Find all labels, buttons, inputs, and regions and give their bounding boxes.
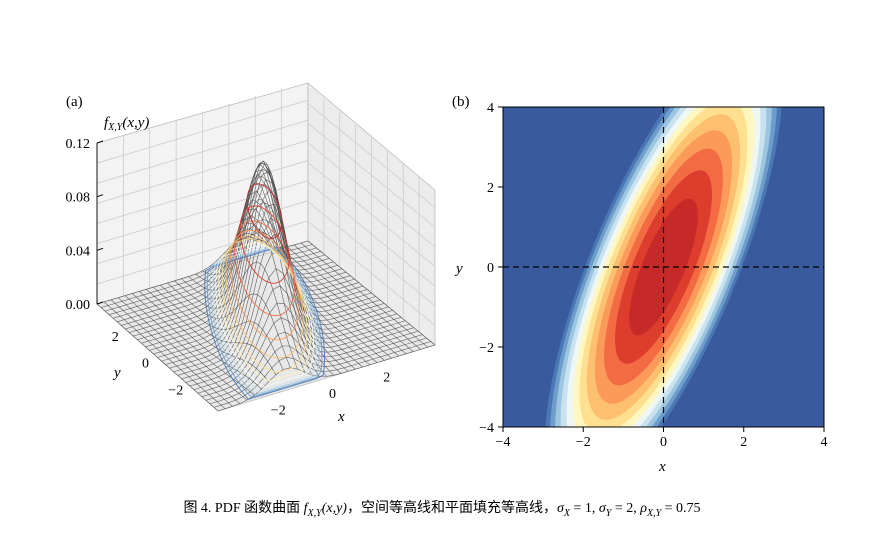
z-tick-label: 0.08	[66, 191, 91, 206]
caption-sigma-x-sub: X	[563, 507, 570, 519]
z-tick-mark	[96, 301, 104, 305]
x-tick-label: 0	[660, 435, 667, 450]
y-tick-label-3d: 0	[142, 357, 149, 372]
z-label-f: f	[104, 115, 110, 131]
figure-caption: 图 4. PDF 函数曲面 fX,Y(x,y)，空间等高线和平面填充等高线，σX…	[0, 497, 884, 519]
caption-f-args: (x,y)	[321, 501, 347, 516]
caption-sigma-x: σ	[556, 501, 564, 516]
caption-sigma-y-sub: Y	[605, 507, 612, 519]
x-tick-label-3d: 0	[329, 387, 336, 402]
surface-plot: (a) 0.00 0.04 0.08 0.12 −2 0 2 2 0 −2 fX,Y(x,y)…	[66, 82, 436, 425]
y-tick-label: 0	[487, 261, 494, 276]
caption-sigma-y: σ	[598, 501, 606, 516]
y-tick-label: −4	[479, 421, 494, 436]
caption-sigma-y-val: = 2,	[611, 501, 641, 516]
x-tick-label: 4	[821, 435, 828, 450]
panel-label-a: (a)	[66, 94, 83, 110]
x-ticks-3d: −2 0 2	[271, 371, 390, 419]
x-axis-label: x	[658, 459, 666, 475]
caption-prefix: 图 4. PDF 函数曲面	[183, 501, 304, 516]
y-ticks-3d: 2 0 −2	[112, 330, 183, 399]
x-tick-label: 2	[740, 435, 747, 450]
x-axis-label-3d: x	[337, 409, 345, 425]
z-axis-label: fX,Y(x,y)	[104, 115, 149, 133]
caption-f-sub: X,Y	[307, 507, 322, 519]
z-tick-label: 0.04	[66, 244, 91, 259]
y-tick-label: 2	[487, 181, 494, 196]
caption-rho-val: = 0.75	[661, 501, 701, 516]
y-axis-label-3d: y	[112, 365, 121, 381]
y-axis-label: y	[454, 261, 463, 277]
z-label-sub: X,Y	[107, 122, 124, 133]
x-tick-label: −4	[496, 435, 511, 450]
z-tick-mark	[96, 140, 104, 144]
z-label-args: (x,y)	[122, 115, 149, 131]
z-tick-label: 0.12	[66, 137, 91, 152]
y-tick-label-3d: 2	[112, 330, 119, 345]
caption-middle: ，空间等高线和平面填充等高线，	[346, 501, 557, 516]
caption-rho: ρ	[640, 501, 647, 516]
caption-rho-sub: X,Y	[646, 507, 662, 519]
panel-label-b: (b)	[452, 94, 470, 110]
y-tick-label-3d: −2	[168, 383, 183, 398]
surface-contours	[204, 183, 326, 400]
x-tick-label: −2	[576, 435, 591, 450]
x-ticks: −4 −2 0 2 4	[496, 427, 828, 450]
z-tick-mark	[96, 247, 104, 251]
z-tick-mark	[96, 194, 104, 198]
caption-sigma-x-val: = 1,	[569, 501, 599, 516]
contour-plot: (b) −4 −2 0 2 4 4 2 0 −2 −4 x y	[452, 94, 828, 475]
x-tick-label-3d: −2	[271, 404, 286, 419]
caption-f: f	[303, 501, 308, 516]
z-tick-label: 0.00	[66, 298, 91, 313]
x-tick-label-3d: 2	[383, 371, 390, 386]
y-tick-label: 4	[487, 101, 494, 116]
z-ticks: 0.00 0.04 0.08 0.12	[66, 137, 104, 313]
figure: (a) 0.00 0.04 0.08 0.12 −2 0 2 2 0 −2 fX,Y(x,y)…	[66, 82, 828, 475]
y-tick-label: −2	[479, 341, 494, 356]
y-ticks: 4 2 0 −2 −4	[479, 101, 503, 436]
wall-grid	[96, 87, 436, 332]
